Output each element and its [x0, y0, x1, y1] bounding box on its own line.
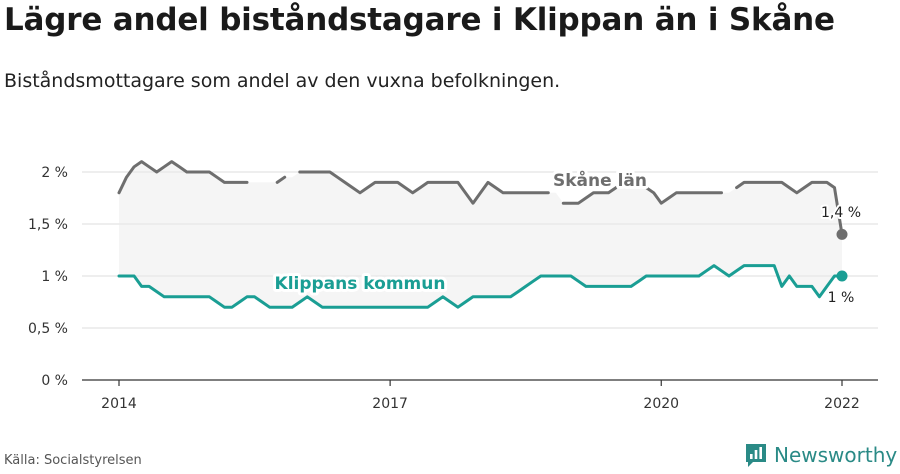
series-label-klippan: Klippans kommun — [275, 274, 446, 294]
series-label-skane: Skåne län — [553, 169, 647, 191]
source-note: Källa: Socialstyrelsen — [4, 453, 142, 468]
brand-name: Newsworthy — [774, 443, 898, 467]
y-tick-label: 0 % — [41, 373, 68, 389]
y-tick-label: 0,5 % — [28, 321, 68, 337]
y-tick-label: 1 % — [41, 269, 68, 285]
x-tick-label: 2022 — [824, 396, 860, 412]
end-value-label: 1,4 % — [821, 205, 861, 221]
chart-subtitle: Biståndsmottagare som andel av den vuxna… — [4, 70, 561, 92]
x-tick-label: 2017 — [372, 396, 408, 412]
end-value-label: 1 % — [828, 290, 855, 306]
band-area — [119, 161, 842, 308]
y-tick-label: 1,5 % — [28, 217, 68, 233]
line-chart: 0 % 0,5 % 1 % 1,5 % 2 % 2014 2017 2020 2022 Skån… — [28, 160, 878, 412]
end-point — [836, 270, 848, 282]
newsworthy-logo-icon — [746, 444, 766, 467]
x-tick-label: 2020 — [643, 396, 679, 412]
y-tick-label: 2 % — [41, 165, 68, 181]
axes: 0 % 0,5 % 1 % 1,5 % 2 % 2014 2017 2020 2022 — [28, 165, 878, 412]
series-line — [117, 160, 844, 236]
series-labels: Skåne län Klippans kommun 1,4 % 1 % — [272, 166, 863, 308]
range-band — [119, 161, 842, 308]
brand-logo: Newsworthy — [744, 440, 897, 470]
series-line — [117, 264, 844, 309]
chart-title: Lägre andel biståndstagare i Klippan än … — [4, 2, 835, 38]
series-lines — [117, 160, 848, 309]
x-tick-label: 2014 — [101, 396, 137, 412]
end-point — [836, 228, 848, 240]
